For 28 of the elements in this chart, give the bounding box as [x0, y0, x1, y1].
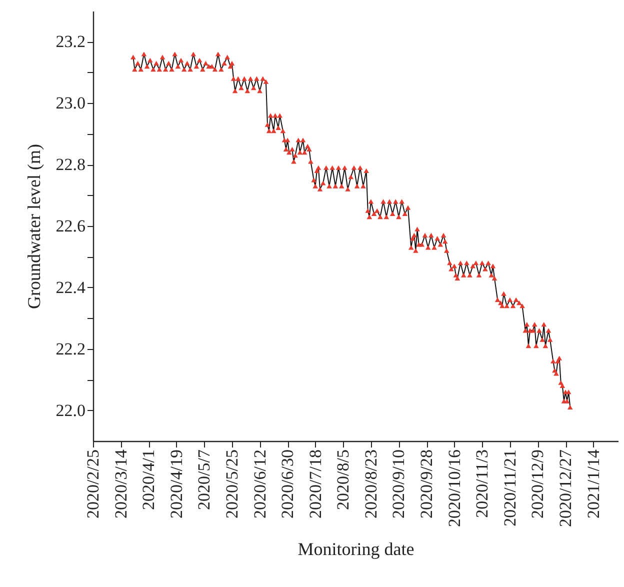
y-tick-label: 22.4 — [56, 278, 86, 297]
x-tick-label: 2020/10/16 — [444, 450, 464, 527]
x-tick-label: 2020/6/12 — [250, 450, 270, 518]
x-tick-label: 2020/5/25 — [222, 450, 242, 518]
y-tick-label: 22.8 — [56, 155, 86, 174]
y-tick-label: 22.0 — [56, 400, 86, 420]
x-tick-label: 2020/12/27 — [556, 449, 575, 527]
x-tick-label: 2020/2/25 — [84, 450, 102, 518]
x-tick-label: 2020/11/3 — [472, 450, 492, 518]
y-tick-label: 22.2 — [56, 339, 86, 358]
x-tick-label: 2020/3/14 — [111, 449, 130, 518]
x-tick-label: 2020/11/21 — [500, 450, 520, 526]
x-tick-label: 2020/9/28 — [417, 450, 436, 518]
x-tick-label: 2020/12/9 — [528, 450, 548, 518]
x-tick-label: 2020/6/30 — [278, 450, 298, 518]
y-tick-label: 23.0 — [56, 94, 86, 113]
x-tick-label: 2020/4/1 — [139, 450, 158, 510]
y-tick-label: 22.6 — [56, 216, 86, 236]
x-tick-label: 2020/5/7 — [194, 449, 214, 510]
x-tick-label: 2020/4/19 — [166, 450, 186, 518]
x-tick-label: 2020/8/5 — [334, 450, 353, 510]
y-tick-label: 23.2 — [56, 32, 86, 52]
x-tick-label: 2020/7/18 — [306, 450, 325, 518]
x-axis-title: Monitoring date — [298, 538, 414, 559]
x-tick-label: 2020/8/23 — [361, 450, 380, 518]
x-tick-label: 2021/1/14 — [584, 449, 603, 518]
y-axis-title: Groundwater level (m) — [24, 144, 44, 309]
x-tick-label: 2020/9/10 — [389, 450, 408, 518]
